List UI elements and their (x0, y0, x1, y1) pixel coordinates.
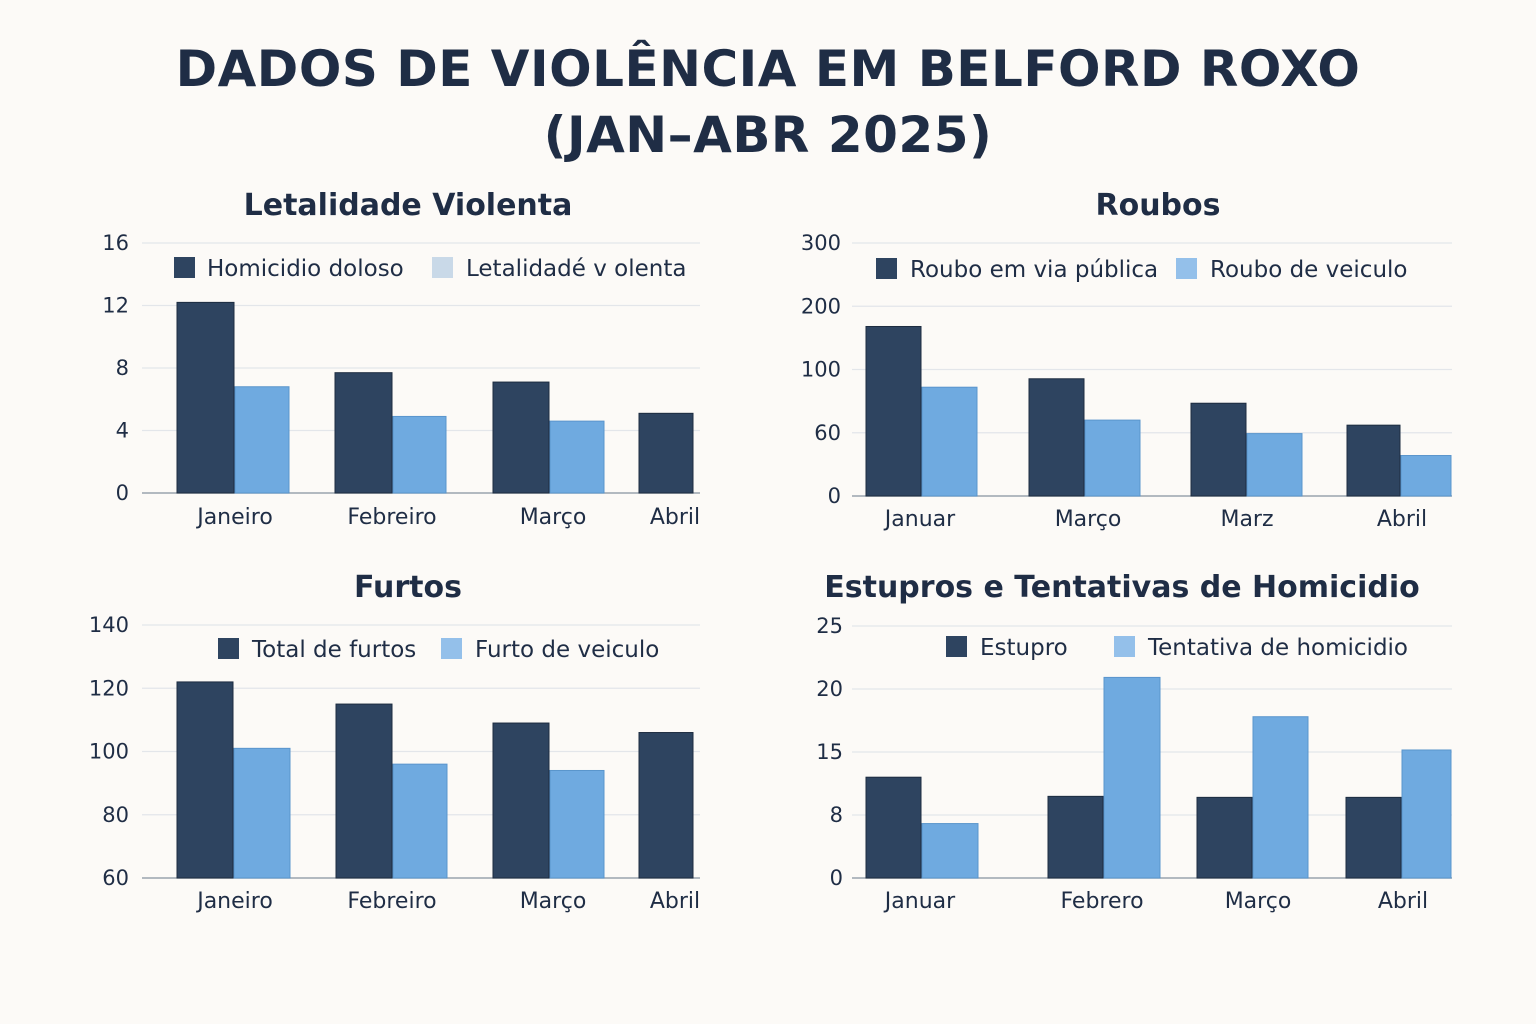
main-title: DADOS DE VIOLÊNCIA EM BELFORD ROXO (JAN–… (0, 36, 1536, 168)
bar-series1 (334, 372, 393, 494)
bar-series1 (1190, 402, 1247, 497)
bar-series1 (1047, 795, 1104, 879)
chart-title-roubos: Roubos (1095, 188, 1221, 223)
x-category-label: Abril (1378, 889, 1428, 914)
y-tick-label: 60 (814, 421, 841, 445)
bar-series1 (176, 681, 234, 879)
bar-series1 (1346, 424, 1401, 497)
legend-label: Estupro (980, 635, 1068, 661)
bar-series2 (1084, 419, 1141, 497)
x-category-label: Januar (883, 889, 956, 914)
x-category-label: Marz (1220, 507, 1273, 532)
legend-swatch (432, 257, 453, 278)
bar-series2 (1252, 716, 1309, 879)
bar-series1 (176, 301, 235, 494)
bar-series1 (1345, 796, 1402, 879)
x-category-label: Março (1225, 889, 1292, 914)
legend-label: Letalidadé v olenta (466, 256, 686, 282)
bar-series2 (1401, 749, 1452, 879)
y-tick-label: 16 (102, 231, 129, 255)
x-category-label: Abril (1377, 507, 1427, 532)
bar-series1 (335, 703, 393, 879)
bar-series2 (549, 420, 605, 494)
bar-series2 (1103, 676, 1161, 879)
y-tick-label: 8 (116, 356, 129, 380)
bar-series1 (492, 722, 550, 879)
main-title-line1: DADOS DE VIOLÊNCIA EM BELFORD ROXO (175, 40, 1361, 98)
bar-series1 (1028, 378, 1085, 497)
bar-series2 (921, 386, 978, 497)
x-category-label: Febreiro (347, 889, 436, 914)
y-tick-label: 4 (116, 419, 129, 443)
chart-title-estupros: Estupros e Tentativas de Homicidio (824, 570, 1420, 605)
bar-series1 (865, 325, 922, 497)
legend-swatch (218, 638, 239, 659)
x-category-label: Janeiro (195, 889, 273, 914)
legend-swatch (876, 258, 897, 279)
bar-series2 (549, 769, 605, 879)
y-tick-label: 300 (801, 231, 841, 255)
y-tick-label: 0 (116, 481, 129, 505)
x-category-label: Abril (650, 889, 700, 914)
bar-series2 (1246, 433, 1303, 497)
y-tick-label: 60 (102, 866, 129, 890)
bar-series1 (638, 412, 694, 494)
y-tick-label: 25 (816, 614, 843, 638)
y-tick-label: 80 (102, 803, 129, 827)
x-category-label: Março (520, 889, 587, 914)
legend-swatch (946, 636, 967, 657)
y-tick-label: 8 (830, 803, 843, 827)
main-title-line2: (JAN–ABR 2025) (543, 106, 993, 164)
chart-title-furtos: Furtos (354, 570, 462, 605)
legend-swatch (1176, 258, 1197, 279)
y-tick-label: 0 (830, 866, 843, 890)
y-tick-label: 100 (801, 358, 841, 382)
legend-swatch (1114, 636, 1135, 657)
x-category-label: Febreiro (347, 505, 436, 530)
legend-label: Homicidio doloso (207, 256, 404, 282)
y-tick-label: 0 (828, 484, 841, 508)
legend-label: Tentativa de homicidio (1147, 635, 1408, 661)
bar-series2 (234, 386, 290, 494)
x-category-label: Abril (650, 505, 700, 530)
x-category-label: Febrero (1060, 889, 1143, 914)
legend-swatch (441, 638, 462, 659)
bar-series2 (921, 823, 979, 879)
y-tick-label: 120 (89, 676, 129, 700)
legend-label: Roubo em via pública (910, 257, 1158, 283)
legend-label: Total de furtos (251, 637, 416, 663)
x-category-label: Março (1055, 507, 1122, 532)
y-tick-label: 100 (89, 740, 129, 764)
chart-title-letalidade: Letalidade Violenta (243, 188, 573, 223)
y-tick-label: 15 (816, 740, 843, 764)
legend-label: Furto de veiculo (475, 637, 659, 663)
y-tick-label: 20 (816, 677, 843, 701)
y-tick-label: 12 (102, 294, 129, 318)
bar-series1 (638, 732, 694, 879)
bar-series2 (1400, 455, 1452, 497)
bar-series2 (233, 747, 291, 879)
bar-series2 (392, 763, 448, 879)
x-category-label: Março (520, 505, 587, 530)
bar-series1 (865, 776, 922, 879)
x-category-label: Januar (883, 507, 956, 532)
y-tick-label: 200 (801, 294, 841, 318)
bar-series1 (492, 381, 550, 494)
legend-swatch (174, 257, 195, 278)
y-tick-label: 140 (89, 613, 129, 637)
legend-label: Roubo de veiculo (1210, 257, 1407, 283)
bar-series1 (1196, 796, 1253, 879)
bar-series2 (392, 415, 447, 494)
x-category-label: Janeiro (195, 505, 273, 530)
